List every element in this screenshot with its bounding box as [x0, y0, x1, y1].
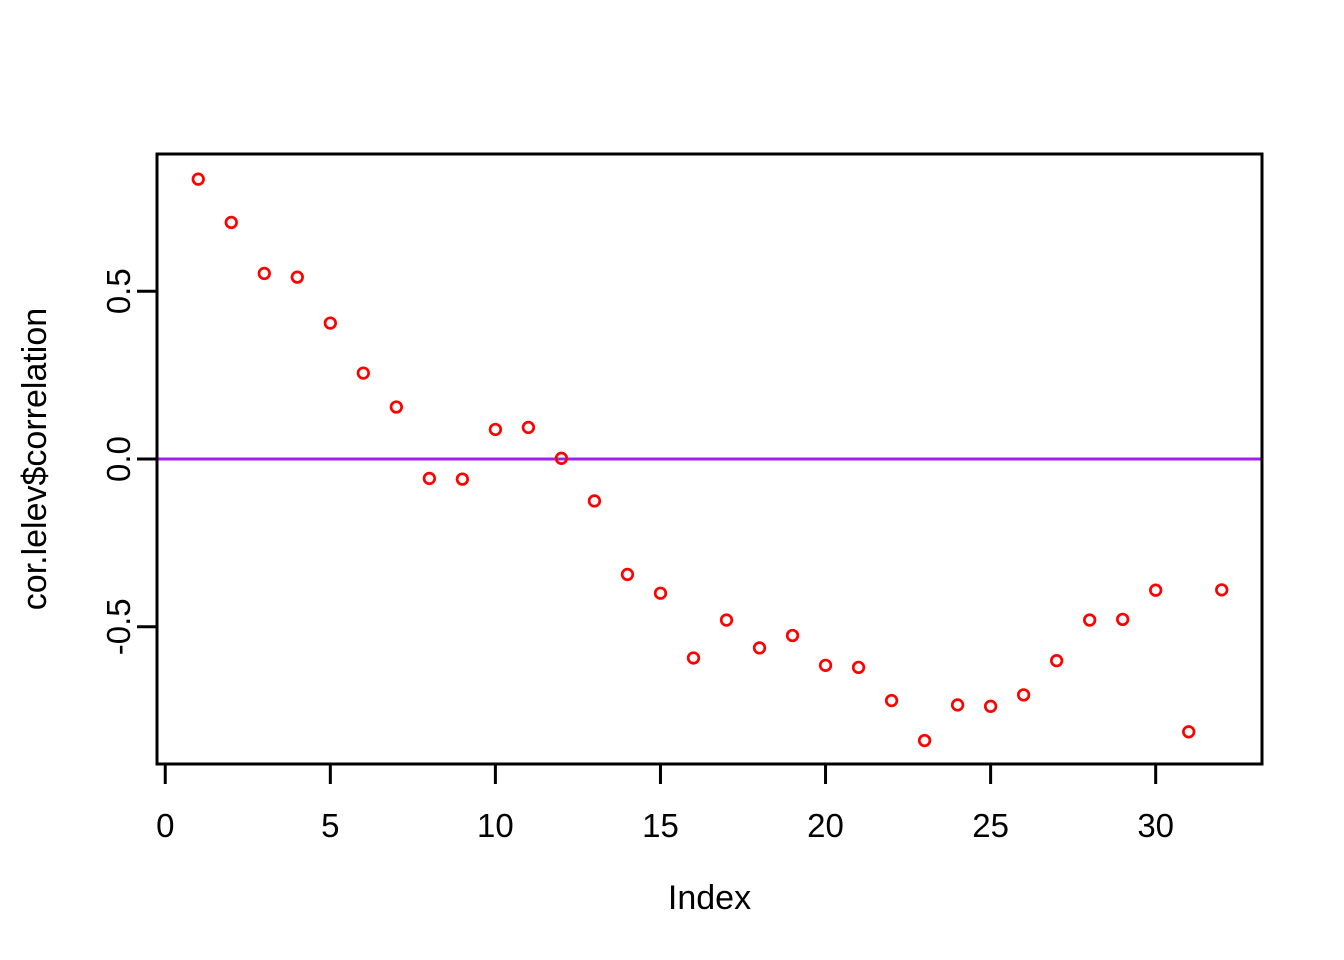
x-axis-title: Index — [667, 879, 752, 917]
data-point — [356, 366, 370, 380]
data-point — [1149, 583, 1163, 597]
data-point — [917, 733, 932, 748]
x-tick-label: 20 — [807, 807, 844, 844]
x-tick-label: 10 — [477, 807, 514, 844]
data-point — [290, 270, 304, 284]
data-point — [554, 451, 569, 465]
data-point — [983, 699, 998, 713]
data-point — [1215, 583, 1229, 597]
data-point — [620, 567, 635, 582]
data-point — [587, 494, 602, 508]
data-point — [884, 693, 899, 708]
data-point — [686, 651, 701, 665]
data-point — [521, 420, 536, 435]
data-point — [422, 471, 437, 486]
x-tick-label: 25 — [972, 807, 1009, 844]
x-tick-label: 15 — [642, 807, 679, 844]
data-point — [1116, 612, 1130, 627]
data-point — [1182, 725, 1196, 739]
data-point — [389, 400, 404, 414]
data-point — [719, 613, 734, 627]
data-point — [455, 472, 470, 486]
data-point — [752, 641, 767, 655]
y-tick-label: 0.0 — [100, 436, 137, 482]
data-point — [1083, 613, 1097, 627]
data-point — [191, 172, 205, 186]
data-point — [653, 586, 668, 600]
data-point — [257, 266, 271, 281]
data-point — [818, 658, 833, 673]
y-tick-label: -0.5 — [100, 598, 137, 655]
data-point — [1016, 688, 1031, 702]
y-tick-label: 0.5 — [100, 268, 137, 314]
data-point — [851, 660, 866, 675]
x-tick-label: 5 — [321, 807, 339, 844]
data-point — [1049, 654, 1064, 668]
y-axis-title: cor.lelev$correlation — [16, 307, 54, 611]
data-point — [323, 316, 337, 330]
x-tick-label: 0 — [156, 807, 174, 844]
data-point — [785, 628, 800, 643]
data-point — [488, 422, 503, 437]
x-tick-label: 30 — [1137, 807, 1174, 844]
data-point — [224, 215, 238, 230]
data-point — [950, 698, 965, 712]
